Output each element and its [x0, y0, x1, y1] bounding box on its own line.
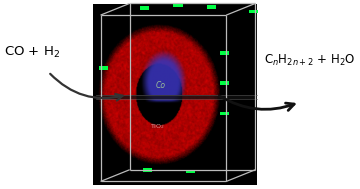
Text: Co: Co — [156, 81, 166, 91]
Bar — [173, 3, 183, 7]
Text: TiO$_2$: TiO$_2$ — [150, 122, 165, 131]
Text: CO + H$_2$: CO + H$_2$ — [4, 45, 60, 60]
Text: C$_n$H$_{2n+2}$ + H$_2$O: C$_n$H$_{2n+2}$ + H$_2$O — [264, 53, 355, 68]
FancyBboxPatch shape — [96, 95, 257, 99]
Bar — [220, 112, 229, 115]
Bar — [186, 170, 195, 173]
Bar — [99, 66, 108, 70]
Bar — [220, 81, 229, 85]
Bar — [143, 168, 152, 172]
Bar — [207, 5, 216, 9]
Bar — [249, 9, 258, 13]
Bar — [140, 6, 149, 10]
Bar — [93, 4, 257, 185]
Bar — [220, 51, 229, 55]
